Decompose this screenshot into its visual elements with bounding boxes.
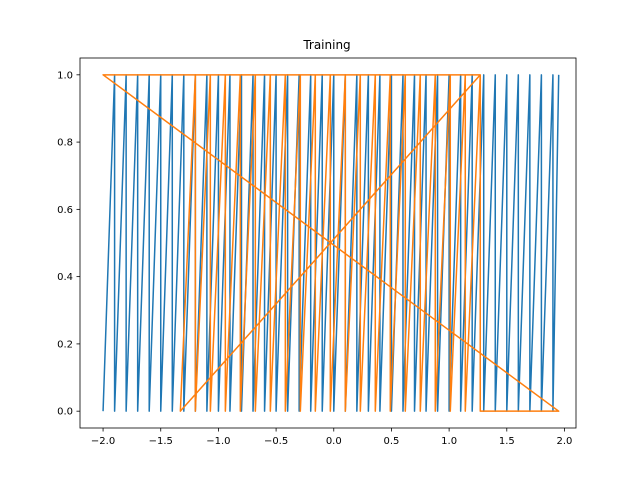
y-tick-label: 0.4 — [57, 272, 73, 283]
y-tick-label: 1.0 — [57, 70, 73, 81]
y-tick-label: 0.2 — [57, 339, 73, 350]
x-tick-label: 0.0 — [326, 436, 342, 447]
y-tick-label: 0.8 — [57, 138, 73, 149]
y-axis: 0.0 0.2 0.4 0.6 0.8 1.0 — [57, 70, 80, 418]
x-tick-label: −1.5 — [149, 436, 173, 447]
chart-title: Training — [302, 38, 350, 52]
x-tick-label: 1.5 — [499, 436, 515, 447]
series-layer — [102, 74, 560, 412]
x-tick-label: −2.0 — [91, 436, 115, 447]
x-tick-label: −0.5 — [264, 436, 288, 447]
x-tick-label: 2.0 — [557, 436, 573, 447]
x-tick-label: 1.0 — [441, 436, 457, 447]
plot-frame — [79, 57, 577, 429]
y-tick-label: 0.0 — [57, 407, 73, 418]
x-tick-label: 0.5 — [383, 436, 399, 447]
x-tick-label: −1.0 — [206, 436, 230, 447]
y-tick-label: 0.6 — [57, 205, 73, 216]
x-axis: −2.0 −1.5 −1.0 −0.5 0.0 0.5 1.0 1.5 2.0 — [91, 428, 572, 447]
series-line-2 — [102, 74, 560, 412]
